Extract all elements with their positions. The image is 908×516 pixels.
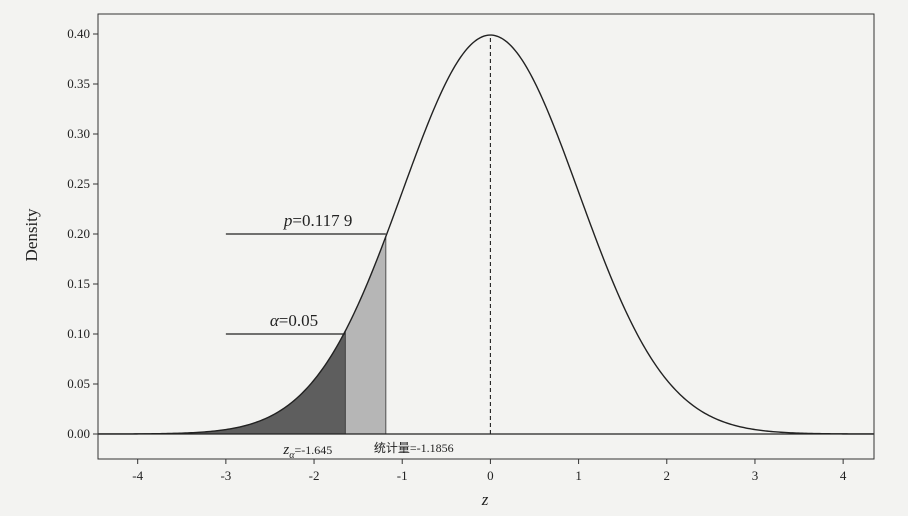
x-tick-label: 1 [575,468,582,483]
x-tick-label: -3 [220,468,231,483]
curve-layer [97,34,875,435]
x-tick-label: 3 [752,468,759,483]
x-tick-label: -2 [309,468,320,483]
marker-label-statistic: 统计量=-1.1856 [374,441,454,455]
y-tick-label: 0.25 [67,176,90,191]
y-tick-label: 0.15 [67,276,90,291]
annotations: p=0.117 9 α=0.05 zα=-1.645 统计量=-1.1856 [225,211,454,461]
axis-ticks: 0.00 0.05 0.10 0.15 0.20 0.25 0.30 0.35 0.40 -4 -3… [67,26,847,483]
annotation-label-alpha: α=0.05 [270,311,318,330]
marker-label-z-alpha: zα=-1.645 [282,442,332,461]
x-axis-title: z [481,490,489,509]
y-tick-label: 0.05 [67,376,90,391]
x-tick-label: -1 [397,468,408,483]
plot-frame [97,13,875,460]
y-tick-label: 0.10 [67,326,90,341]
y-tick-label: 0.20 [67,226,90,241]
y-axis-title: Density [22,208,41,261]
x-tick-label: 0 [487,468,494,483]
x-tick-label: -4 [132,468,143,483]
y-tick-label: 0.40 [67,26,90,41]
reference-lines [98,35,874,435]
y-tick-label: 0.30 [67,126,90,141]
y-tick-label: 0.00 [67,426,90,441]
x-tick-label: 4 [840,468,847,483]
annotation-label-p: p=0.117 9 [283,211,352,230]
y-tick-label: 0.35 [67,76,90,91]
x-tick-label: 2 [664,468,671,483]
density-curve [97,34,875,435]
plot-border [97,13,875,460]
